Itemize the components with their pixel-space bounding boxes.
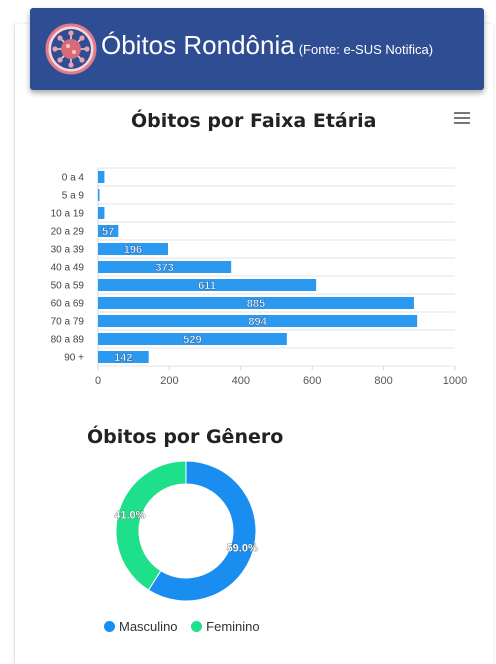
category-tick-label: 30 a 39 [51,245,85,256]
slice-data-label: 41.0% [114,510,145,522]
bar-70-a-79[interactable] [98,315,418,327]
bar-0-a-4[interactable] [98,171,105,183]
bar-50-a-59[interactable] [98,279,317,291]
category-tick-label: 70 a 79 [51,317,85,328]
page-title: Óbitos Rondônia [101,30,295,60]
category-tick-label: 5 a 9 [62,191,85,202]
value-tick-label: 1000 [443,375,467,387]
page-header: Óbitos Rondônia (Fonte: e-SUS Notifica) [30,8,484,90]
value-tick-label: 200 [160,375,178,387]
age-bar-chart: 0 a 4 5 a 9 10 a 19 20 a 29 57 30 a 39 196 40 a… [51,167,467,387]
bar-90-[interactable] [98,351,149,363]
bar-data-label: 196 [124,244,142,256]
bar-data-label: 142 [114,352,132,364]
legend-item-masculino[interactable]: Masculino [104,619,178,634]
category-tick-label: 20 a 29 [51,227,85,238]
age-chart-title: Óbitos por Faixa Etária [131,110,377,132]
donut-slice-feminino[interactable] [115,460,187,591]
gender-chart-title: Óbitos por Gênero [87,426,284,448]
hamburger-menu-icon[interactable] [454,112,470,124]
bar-20-a-29[interactable] [98,225,119,237]
value-tick-label: 0 [95,375,101,387]
category-tick-label: 60 a 69 [51,299,85,310]
bar-5-a-9[interactable] [98,189,100,201]
bar-data-label: 529 [183,334,201,346]
bar-30-a-39[interactable] [98,243,168,255]
category-tick-label: 90 + [64,353,84,364]
bar-data-label: 373 [155,262,173,274]
category-tick-label: 10 a 19 [51,209,85,220]
legend-marker [104,621,115,632]
bar-data-label: 894 [248,316,267,328]
header-title: Óbitos Rondônia (Fonte: e-SUS Notifica) [101,30,433,61]
legend-label: Feminino [206,619,260,634]
virus-icon [45,23,97,75]
bar-data-label: 611 [198,280,216,292]
bar-60-a-69[interactable] [98,297,414,309]
slice-data-label: 59.0% [227,542,258,554]
gender-donut-chart: 59.0% 41.0% [114,460,258,602]
bar-10-a-19[interactable] [98,207,105,219]
category-tick-label: 50 a 59 [51,281,85,292]
category-tick-label: 80 a 89 [51,335,85,346]
bar-80-a-89[interactable] [98,333,287,345]
category-tick-label: 0 a 4 [62,173,85,184]
legend-marker [191,621,203,632]
donut-slice-masculino[interactable] [147,460,257,602]
data-source: (Fonte: e-SUS Notifica) [298,42,434,57]
bar-data-label: 885 [247,298,265,310]
legend-item-feminino[interactable]: Feminino [191,619,260,634]
category-tick-label: 40 a 49 [51,263,85,274]
bar-data-label: 57 [102,226,114,238]
value-tick-label: 600 [303,375,321,387]
gender-legend: Masculino Feminino [104,619,270,634]
value-tick-label: 400 [232,375,250,387]
value-tick-label: 800 [374,375,392,387]
bar-40-a-49[interactable] [98,261,232,273]
legend-label: Masculino [119,619,178,634]
